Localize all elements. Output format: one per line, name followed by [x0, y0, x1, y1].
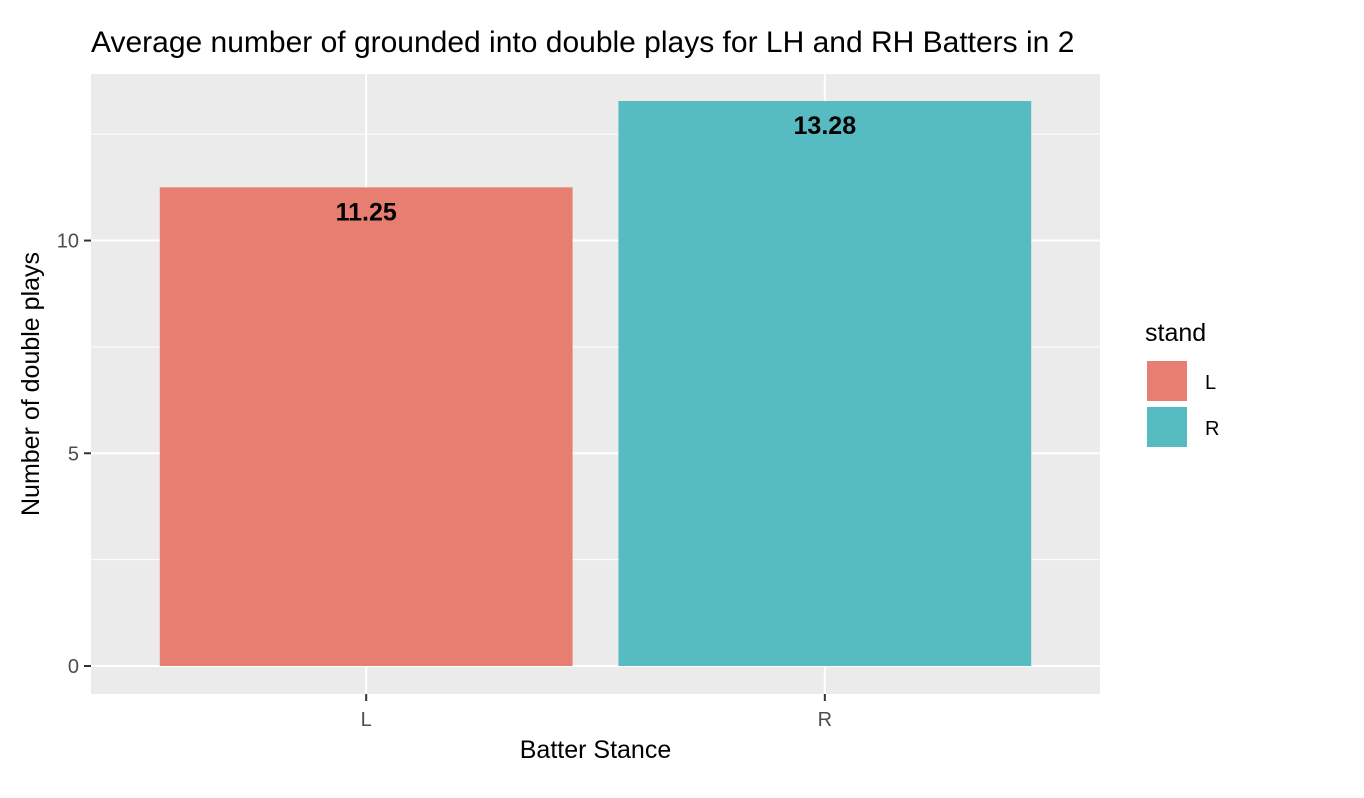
- bar-l: [159, 187, 573, 667]
- legend-key-r: [1145, 405, 1189, 449]
- legend-label-l: L: [1205, 372, 1216, 394]
- y-axis-title: Number of double plays: [17, 252, 45, 516]
- bar-r: [618, 101, 1032, 666]
- x-tick-label: L: [361, 709, 372, 731]
- y-axis: 0 5 10: [57, 231, 91, 678]
- y-tick-label: 0: [68, 656, 79, 678]
- x-axis-title: Batter Stance: [520, 736, 671, 764]
- legend-key-l: [1145, 359, 1189, 403]
- data-label-r: 13.28: [794, 112, 857, 140]
- data-labels: 11.25 13.28: [336, 112, 857, 226]
- data-label-l: 11.25: [336, 198, 397, 226]
- chart-title: Average number of grounded into double p…: [91, 26, 1074, 59]
- legend-title: stand: [1145, 319, 1206, 347]
- x-tick-label: R: [818, 709, 832, 731]
- bars: [159, 101, 1032, 667]
- y-tick-label: 10: [57, 231, 79, 253]
- y-tick-label: 5: [68, 443, 79, 465]
- legend: stand LR: [1145, 319, 1219, 449]
- legend-items: LR: [1145, 359, 1219, 449]
- legend-label-r: R: [1205, 418, 1219, 440]
